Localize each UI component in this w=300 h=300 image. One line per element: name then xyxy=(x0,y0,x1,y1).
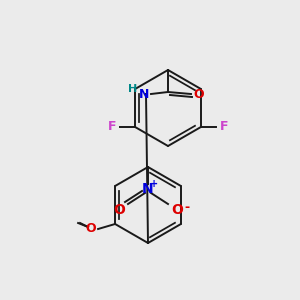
Text: N: N xyxy=(142,182,154,196)
Text: O: O xyxy=(194,88,204,100)
Text: F: F xyxy=(220,121,228,134)
Text: F: F xyxy=(108,121,116,134)
Text: O: O xyxy=(171,203,183,217)
Text: -: - xyxy=(184,200,190,214)
Text: O: O xyxy=(113,203,125,217)
Text: +: + xyxy=(150,179,158,189)
Text: O: O xyxy=(86,223,96,236)
Text: H: H xyxy=(128,84,138,94)
Text: N: N xyxy=(139,88,149,100)
